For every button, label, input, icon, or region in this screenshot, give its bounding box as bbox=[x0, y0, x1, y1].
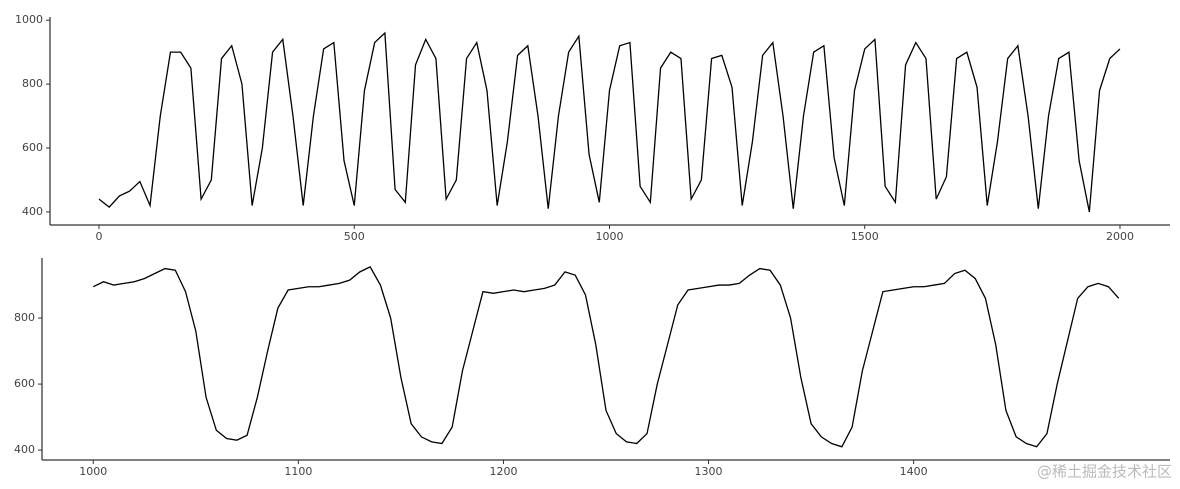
y-tick-label: 400 bbox=[14, 443, 35, 456]
x-tick-label: 1100 bbox=[284, 465, 312, 478]
x-tick-label: 1300 bbox=[695, 465, 723, 478]
data-line bbox=[92, 266, 1120, 448]
y-tick-label: 400 bbox=[22, 205, 43, 218]
watermark: @稀土掘金技术社区 bbox=[1037, 463, 1172, 481]
y-tick-label: 1000 bbox=[15, 13, 43, 26]
x-tick-label: 0 bbox=[96, 230, 103, 243]
x-tick-label: 1400 bbox=[900, 465, 928, 478]
x-tick-label: 500 bbox=[344, 230, 365, 243]
x-tick-label: 1000 bbox=[595, 230, 623, 243]
x-tick-label: 2000 bbox=[1106, 230, 1134, 243]
y-tick-label: 800 bbox=[14, 311, 35, 324]
x-tick-label: 1000 bbox=[79, 465, 107, 478]
data-line bbox=[98, 31, 1121, 213]
y-tick-label: 600 bbox=[22, 141, 43, 154]
y-tick-label: 800 bbox=[22, 77, 43, 90]
y-tick-label: 600 bbox=[14, 377, 35, 390]
x-tick-label: 1200 bbox=[489, 465, 517, 478]
x-tick-label: 1500 bbox=[851, 230, 879, 243]
